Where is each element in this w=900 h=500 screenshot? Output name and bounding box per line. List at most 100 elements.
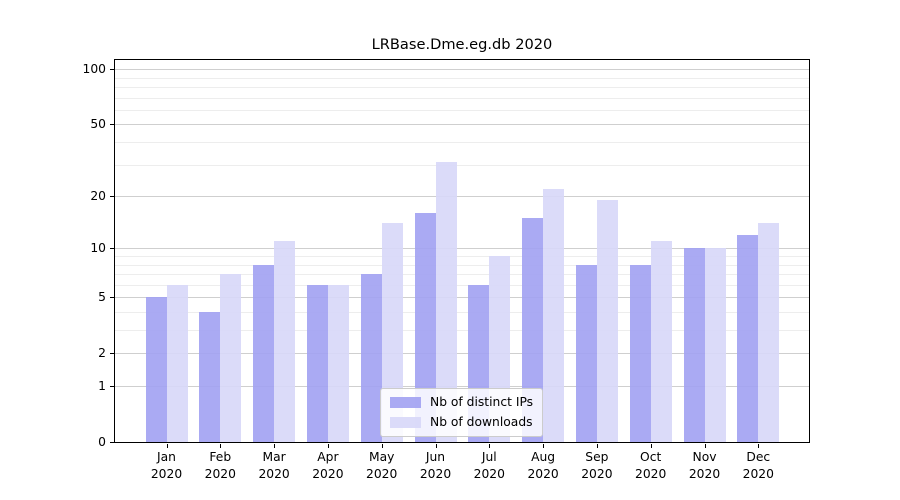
gridlines-layer: [115, 60, 809, 442]
x-tick-label-dec: Dec 2020: [726, 449, 790, 482]
x-tick-oct: [650, 444, 652, 448]
bar-distinct-ips-sep: [575, 264, 597, 442]
x-tick-nov: [704, 444, 706, 448]
x-tick-month-apr: Apr: [317, 450, 339, 464]
y-tick-2: [110, 353, 114, 355]
x-tick-year-dec: 2020: [742, 466, 774, 481]
x-tick-dec: [758, 444, 760, 448]
y-tick-label-2: 2: [98, 346, 106, 361]
x-tick-month-jan: Jan: [157, 450, 176, 464]
bar-distinct-ips-jan: [145, 297, 167, 442]
x-tick-year-sep: 2020: [581, 466, 613, 481]
y-tick-20: [110, 196, 114, 197]
minor-gridline-60: [115, 109, 809, 111]
bar-downloads-jan: [166, 284, 188, 442]
bar-downloads-feb: [220, 274, 242, 442]
y-tick-label-100: 100: [82, 62, 106, 77]
x-tick-year-jan: 2020: [150, 466, 183, 481]
minor-gridline-80: [115, 86, 809, 88]
minor-gridline-3: [115, 330, 809, 331]
x-tick-month-dec: Dec: [746, 450, 771, 464]
x-tick-label-jan: Jan 2020: [135, 449, 199, 482]
x-tick-sep: [596, 444, 598, 448]
x-tick-year-nov: 2020: [688, 466, 721, 481]
bar-distinct-ips-jun: [414, 213, 436, 442]
plot-area: Nb of distinct IPs Nb of downloads: [114, 59, 810, 443]
x-tick-label-mar: Mar 2020: [242, 449, 306, 482]
bar-distinct-ips-may: [360, 274, 382, 442]
legend-swatch-downloads: [390, 417, 421, 428]
minor-gridline-7: [115, 274, 809, 275]
x-tick-jun: [435, 444, 437, 448]
x-tick-year-oct: 2020: [635, 466, 667, 481]
x-tick-label-oct: Oct 2020: [619, 449, 683, 482]
y-tick-50: [110, 124, 114, 126]
bars-layer: [115, 60, 809, 442]
bar-downloads-dec: [758, 223, 780, 442]
bar-downloads-may: [381, 223, 403, 442]
x-tick-year-feb: 2020: [204, 466, 236, 481]
bar-distinct-ips-dec: [737, 234, 759, 442]
x-tick-label-may: May 2020: [350, 449, 414, 482]
major-gridline-10: [115, 248, 809, 250]
legend-label-downloads: Nb of downloads: [430, 415, 533, 429]
bar-distinct-ips-feb: [199, 312, 221, 442]
major-gridline-2: [115, 353, 809, 355]
bar-downloads-mar: [274, 241, 296, 442]
x-tick-label-nov: Nov 2020: [673, 449, 737, 482]
x-tick-year-mar: 2020: [258, 466, 290, 481]
bar-distinct-ips-oct: [629, 264, 651, 442]
minor-gridline-4: [115, 312, 809, 313]
major-gridline-50: [115, 124, 809, 126]
x-tick-label-feb: Feb 2020: [188, 449, 252, 482]
minor-gridline-90: [115, 77, 809, 79]
bar-downloads-oct: [650, 241, 672, 442]
major-gridline-1: [115, 386, 809, 387]
y-tick-100: [110, 69, 114, 71]
bar-downloads-apr: [327, 284, 349, 442]
y-tick-0: [110, 442, 114, 443]
y-tick-5: [110, 297, 114, 299]
x-tick-label-aug: Aug 2020: [511, 449, 575, 482]
x-tick-year-jun: 2020: [419, 466, 452, 481]
minor-gridline-70: [115, 97, 809, 99]
major-gridline-100: [115, 69, 809, 71]
x-tick-year-apr: 2020: [312, 466, 344, 481]
bar-downloads-jun: [435, 162, 457, 442]
y-tick-1: [110, 386, 114, 387]
legend-label-distinct-ips: Nb of distinct IPs: [430, 395, 534, 409]
x-tick-aug: [543, 444, 545, 448]
bar-distinct-ips-apr: [306, 284, 328, 442]
x-tick-month-jun: Jun: [425, 450, 446, 464]
minor-gridline-30: [115, 164, 809, 166]
bar-downloads-nov: [704, 248, 726, 442]
y-tick-label-5: 5: [98, 290, 106, 305]
x-tick-year-jul: 2020: [473, 466, 505, 481]
x-tick-jul: [489, 444, 491, 448]
legend-item-distinct-ips: Nb of distinct IPs: [390, 395, 533, 410]
y-tick-label-0: 0: [98, 435, 106, 449]
x-tick-month-oct: Oct: [640, 450, 662, 464]
x-tick-apr: [327, 444, 329, 448]
major-gridline-5: [115, 297, 809, 299]
x-tick-label-jun: Jun 2020: [404, 449, 468, 482]
x-tick-jan: [166, 444, 168, 448]
y-tick-label-10: 10: [90, 241, 106, 256]
x-tick-month-aug: Aug: [531, 450, 556, 464]
x-tick-month-may: May: [368, 450, 395, 464]
bar-distinct-ips-aug: [522, 218, 544, 442]
x-tick-may: [381, 444, 383, 448]
x-tick-month-sep: Sep: [585, 450, 609, 464]
x-tick-month-nov: Nov: [692, 450, 717, 464]
x-tick-label-apr: Apr 2020: [296, 449, 360, 482]
y-tick-label-20: 20: [90, 189, 106, 203]
chart-title: LRBase.Dme.eg.db 2020: [371, 36, 553, 53]
bar-downloads-sep: [596, 199, 618, 442]
x-tick-label-sep: Sep 2020: [565, 449, 629, 482]
y-tick-label-1: 1: [98, 379, 106, 393]
x-tick-mar: [274, 444, 276, 448]
minor-gridline-9: [115, 256, 809, 257]
